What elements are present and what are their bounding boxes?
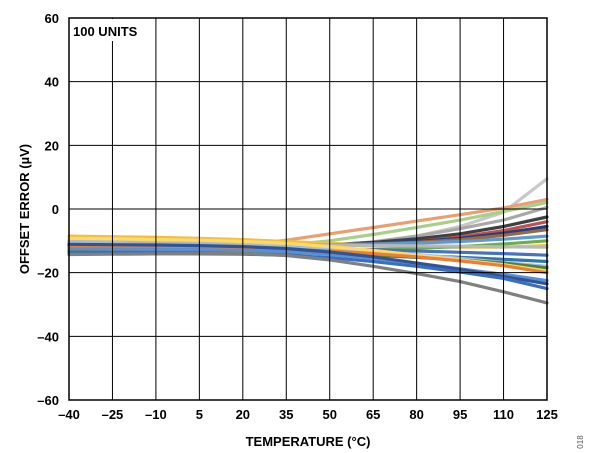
plot-frame	[68, 17, 548, 401]
y-tick-label: 20	[45, 138, 59, 153]
y-tick-label: 0	[52, 202, 59, 217]
x-tick-label: 5	[196, 407, 203, 422]
y-tick-label: –20	[37, 266, 59, 281]
x-tick-label: –10	[145, 407, 167, 422]
x-tick-label: 95	[453, 407, 467, 422]
x-tick-label: –25	[102, 407, 124, 422]
series-line-20	[67, 242, 549, 286]
annotation-background	[70, 19, 154, 41]
x-tick-label: 20	[236, 407, 250, 422]
annotation-box: 100 UNITS	[70, 19, 154, 41]
x-tick-label: 65	[366, 407, 380, 422]
figure-id: 018	[576, 435, 585, 449]
x-tick-label: 110	[493, 407, 514, 422]
x-axis-title: TEMPERATURE (°C)	[246, 434, 371, 449]
x-tick-label: –40	[58, 407, 80, 422]
y-tick-label: 40	[45, 75, 59, 90]
y-axis-title: OFFSET ERROR (µV)	[17, 144, 32, 274]
units-annotation: 100 UNITS	[73, 24, 138, 39]
series-line-22	[67, 252, 549, 305]
x-tick-label: 80	[409, 407, 423, 422]
y-tick-label: 60	[45, 11, 59, 26]
y-tick-label: –60	[37, 393, 59, 408]
x-tick-label: 50	[322, 407, 336, 422]
grid-layer	[68, 17, 548, 401]
x-tick-label: 125	[536, 407, 558, 422]
y-tick-label: –40	[37, 329, 59, 344]
tick-labels: –40 –25 –10 5 20 35 50 65 80 95 110 125 60 40 20 0 –20 –4…	[37, 11, 558, 422]
series-layer	[67, 177, 549, 305]
x-tick-label: 35	[279, 407, 293, 422]
